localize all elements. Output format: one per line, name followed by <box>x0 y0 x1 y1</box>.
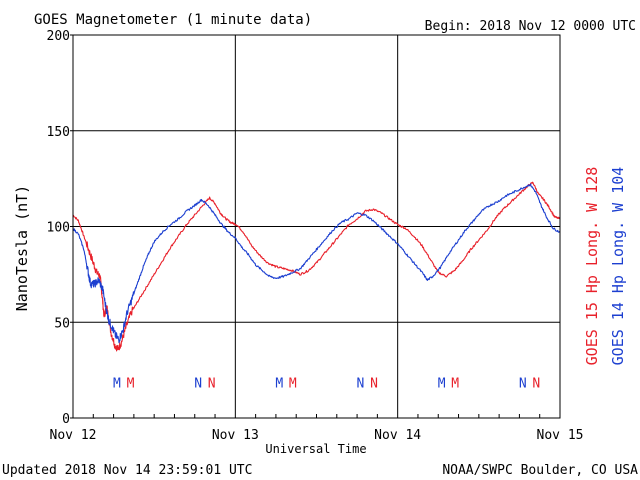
annotation-marker: M <box>275 376 283 391</box>
plot-frame <box>70 34 561 419</box>
annotation-marker: N <box>357 376 365 391</box>
plot-border <box>72 34 561 419</box>
grid <box>73 35 560 418</box>
annotation-marker: N <box>519 376 527 391</box>
annotation-marker: N <box>208 376 216 391</box>
legend-goes14: GOES 14 Hp Long. W 104 <box>609 167 627 366</box>
annotation-marker: M <box>451 376 459 391</box>
annotation-marker: M <box>289 376 297 391</box>
x-tick-label: Nov 12 <box>50 428 97 443</box>
annotation-marker: M <box>438 376 446 391</box>
y-tick-labels: 0 50 100 150 200 <box>47 29 70 427</box>
x-tick-label: Nov 14 <box>374 428 421 443</box>
annotation-marker: N <box>532 376 540 391</box>
x-tick-labels: Nov 12 Nov 13 Nov 14 Nov 15 <box>50 428 584 443</box>
series-line-goes15 <box>72 181 561 352</box>
y-tick-label: 100 <box>47 221 70 236</box>
begin-time: Begin: 2018 Nov 12 0000 UTC <box>425 19 636 34</box>
series-lines <box>72 181 561 352</box>
y-tick-label: 150 <box>47 125 70 140</box>
y-tick-label: 50 <box>54 316 70 331</box>
x-tick-label: Nov 13 <box>212 428 259 443</box>
annotation-marker: M <box>127 376 135 391</box>
x-axis-label: Universal Time <box>265 442 366 456</box>
data-source: NOAA/SWPC Boulder, CO USA <box>442 463 638 478</box>
legend-goes15: GOES 15 Hp Long. W 128 <box>583 167 601 366</box>
annotation-marker: M <box>113 376 121 391</box>
series-line-goes14 <box>72 183 561 344</box>
chart-title: GOES Magnetometer (1 minute data) <box>34 12 312 28</box>
annotation-marker: N <box>194 376 202 391</box>
y-axis-label: NanoTesla (nT) <box>13 185 31 311</box>
y-tick-label: 0 <box>62 412 70 427</box>
annotation-marker: N <box>370 376 378 391</box>
x-tick-label: Nov 15 <box>537 428 584 443</box>
updated-timestamp: Updated 2018 Nov 14 23:59:01 UTC <box>2 463 252 478</box>
y-tick-label: 200 <box>47 29 70 44</box>
